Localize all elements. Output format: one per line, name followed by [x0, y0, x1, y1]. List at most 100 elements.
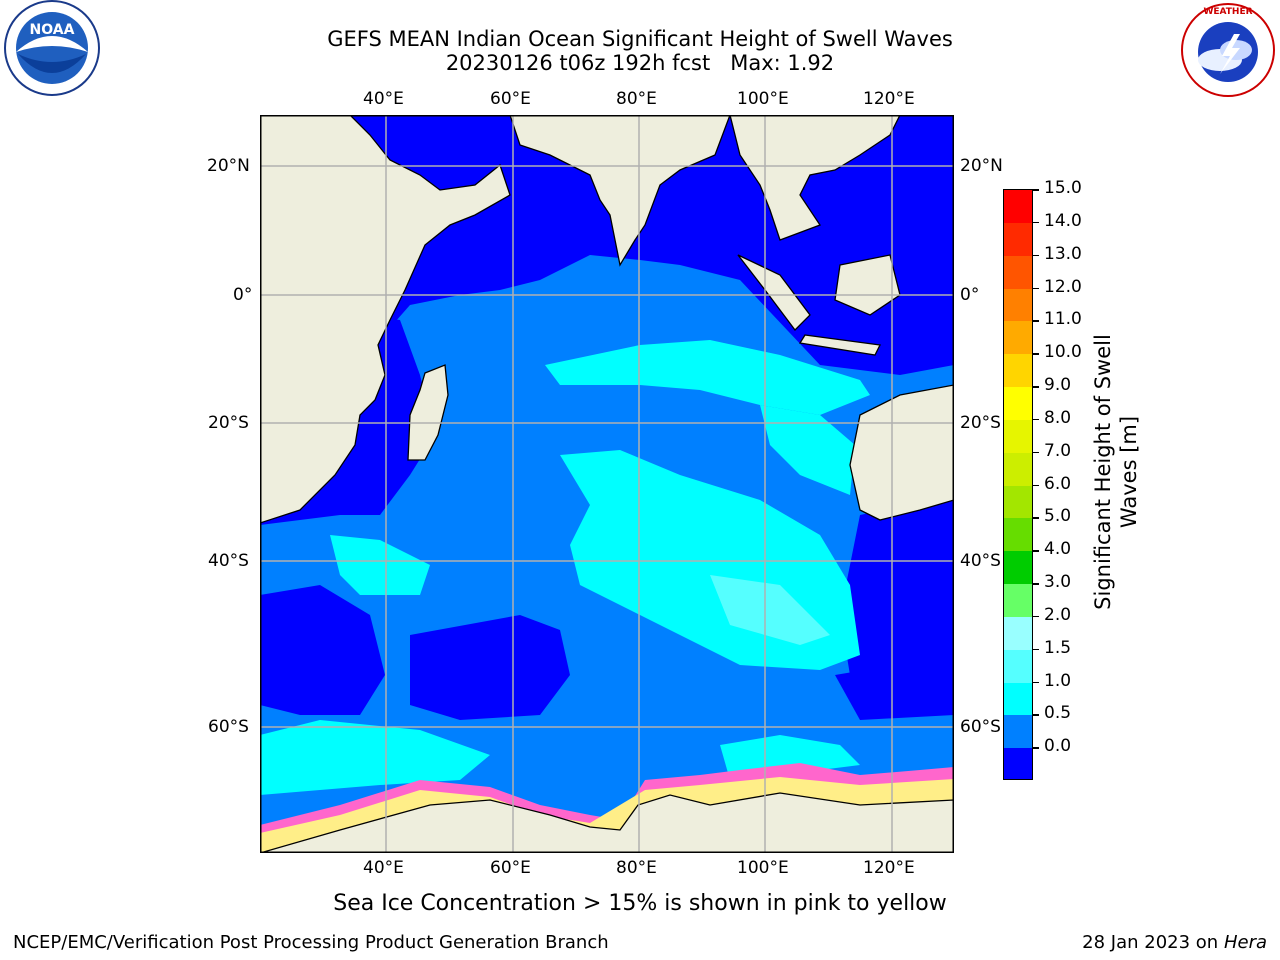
colorbar-tick-label: 3.0	[1044, 572, 1072, 592]
land-australia	[849, 384, 954, 521]
colorbar-tick-label: 4.0	[1044, 539, 1072, 560]
colorbar-tick-label: 0.5	[1044, 703, 1072, 724]
colorbar-segment	[1004, 288, 1032, 323]
colorbar-tick-mark	[1033, 550, 1039, 552]
colorbar-tick-label: 5.0	[1044, 506, 1072, 527]
lon-label-top-60e: 60°E	[490, 89, 531, 109]
colorbar-segment	[1004, 748, 1032, 779]
colorbar-tick-label: 7.0	[1044, 440, 1072, 461]
svg-text:WEATHER: WEATHER	[1203, 7, 1252, 17]
colorbar-tick-label: 11.0	[1044, 309, 1082, 330]
lat-label-left-20s: 20°S	[208, 413, 249, 433]
colorbar-title-line-1: Significant Height of Swell	[1091, 334, 1115, 610]
colorbar-tick-mark	[1033, 254, 1039, 257]
colorbar-tick-label: 6.0	[1044, 473, 1072, 494]
colorbar-segment	[1004, 190, 1032, 224]
colorbar-title: Significant Height of Swell Waves [m]	[1090, 272, 1142, 672]
colorbar-tick-label: 9.0	[1044, 375, 1072, 395]
colorbar-tick-label: 0.0	[1044, 736, 1072, 757]
colorbar-segment	[1004, 715, 1032, 750]
colorbar-segment	[1004, 222, 1032, 257]
noaa-logo: NOAA	[0, 0, 104, 100]
footer-left: NCEP/EMC/Verification Post Processing Pr…	[13, 932, 609, 953]
colorbar-tick-mark	[1033, 517, 1039, 519]
colorbar-tick-mark	[1033, 189, 1039, 191]
footer-right: 28 Jan 2023 on Hera	[1082, 932, 1267, 953]
colorbar-tick-mark	[1033, 287, 1039, 289]
lat-label-left-0: 0°	[233, 285, 253, 305]
svg-text:NOAA: NOAA	[30, 22, 75, 38]
colorbar-segment	[1004, 387, 1032, 421]
colorbar-ticks: 15.0 14.0 13.0 12.0 11.0 10.0 9.0 8.0 7.0 6.0 5.0 4…	[1033, 178, 1113, 780]
lat-label-right-20n: 20°N	[960, 156, 1003, 176]
colorbar-tick-label: 10.0	[1044, 342, 1082, 363]
map-panel	[260, 115, 954, 853]
land-indochina	[729, 115, 901, 241]
footer-host: Hera	[1223, 932, 1267, 953]
lon-label-bottom-120e: 120°E	[863, 858, 915, 878]
map-frame	[260, 115, 954, 853]
colorbar-tick-mark	[1033, 681, 1039, 683]
colorbar-segment	[1004, 682, 1032, 717]
lat-label-right-60s: 60°S	[960, 717, 1001, 737]
colorbar-segment	[1004, 255, 1032, 290]
lat-label-left-20n: 20°N	[207, 156, 250, 176]
land-sumatra	[737, 254, 811, 331]
lat-label-left-60s: 60°S	[208, 717, 249, 737]
swell-zone-deep-sw	[260, 585, 385, 715]
colorbar-tick-label: 1.5	[1044, 637, 1072, 658]
colorbar-tick-mark	[1033, 714, 1039, 716]
lon-label-top-120e: 120°E	[863, 89, 915, 109]
colorbar-tick-mark	[1033, 747, 1039, 749]
colorbar-tick-mark	[1033, 418, 1039, 421]
lon-label-top-80e: 80°E	[616, 89, 657, 109]
colorbar-tick-mark	[1033, 648, 1039, 651]
land-india	[509, 115, 731, 267]
colorbar-tick-mark	[1033, 615, 1039, 618]
colorbar-tick-label: 2.0	[1044, 604, 1072, 625]
colorbar-tick-mark	[1033, 221, 1039, 224]
colorbar-segment	[1004, 485, 1032, 520]
colorbar-tick-label: 1.0	[1044, 670, 1072, 691]
lat-label-right-40s: 40°S	[960, 551, 1001, 571]
lat-label-right-20s: 20°S	[960, 413, 1001, 433]
swell-zone-deep-se	[835, 655, 954, 720]
colorbar-tick-label: 13.0	[1044, 243, 1082, 264]
title-line-2: 20230126 t06z 192h fcst Max: 1.92	[445, 51, 835, 75]
colorbar-segment	[1004, 518, 1032, 553]
land-africa	[260, 115, 511, 524]
footer-date: 28 Jan 2023 on	[1082, 932, 1224, 953]
land-java	[798, 334, 881, 356]
land-antarctica	[260, 792, 954, 853]
colorbar-tick-label: 12.0	[1044, 276, 1082, 297]
lon-label-bottom-80e: 80°E	[616, 858, 657, 878]
swell-zone-cyan-nw	[330, 535, 430, 595]
graticule	[260, 115, 954, 853]
colorbar-tick-label: 14.0	[1044, 210, 1082, 231]
colorbar-tick-mark	[1033, 484, 1039, 486]
lon-label-bottom-100e: 100°E	[737, 858, 789, 878]
lat-label-left-40s: 40°S	[208, 551, 249, 571]
lon-label-bottom-60e: 60°E	[490, 858, 531, 878]
swell-zone-cyan-aus	[760, 405, 855, 495]
colorbar	[1003, 189, 1033, 780]
swell-zone-cyan-south	[260, 720, 490, 795]
colorbar-segment	[1004, 551, 1032, 585]
colorbar-segment	[1004, 649, 1032, 684]
colorbar-segment	[1004, 354, 1032, 388]
colorbar-tick-label: 15.0	[1044, 178, 1082, 198]
colorbar-tick-mark	[1033, 386, 1039, 388]
colorbar-segment	[1004, 584, 1032, 618]
colorbar-segment	[1004, 616, 1032, 651]
colorbar-segment	[1004, 321, 1032, 356]
colorbar-tick-mark	[1033, 353, 1039, 355]
map-svg	[260, 115, 954, 853]
colorbar-tick-mark	[1033, 320, 1039, 322]
sea-ice-note: Sea Ice Concentration > 15% is shown in …	[333, 891, 947, 916]
colorbar-tick-mark	[1033, 583, 1039, 585]
land-madagascar	[407, 364, 449, 461]
land	[260, 115, 954, 853]
colorbar-tick-mark	[1033, 451, 1039, 454]
title-line-1: GEFS MEAN Indian Ocean Significant Heigh…	[327, 27, 953, 51]
nws-logo: WEATHER	[1176, 0, 1280, 100]
